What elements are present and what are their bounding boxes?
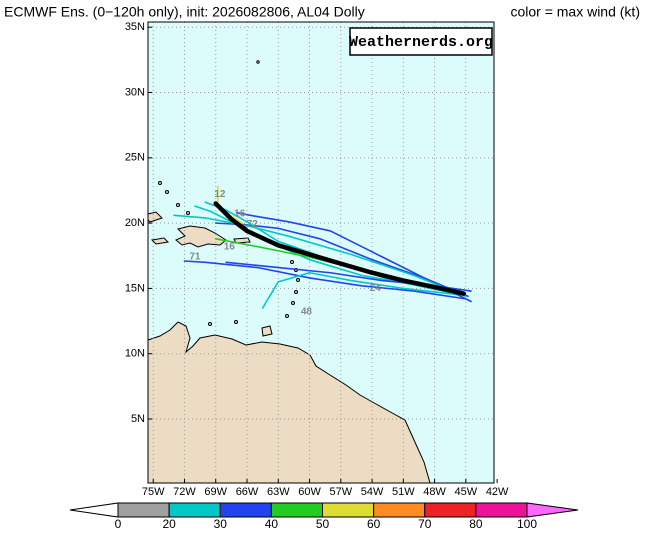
jamaica xyxy=(150,237,170,245)
colorbar-bin xyxy=(168,502,221,518)
lon-tick-label: 69W xyxy=(204,486,227,498)
hour-label: 16 xyxy=(224,241,236,252)
hispaniola xyxy=(175,225,227,248)
colorbar-under xyxy=(69,502,119,518)
island xyxy=(186,211,190,215)
island xyxy=(294,290,298,294)
lat-tick-label: 10N xyxy=(125,348,145,360)
ensemble-track xyxy=(261,271,462,309)
credit: Weathernerds.org xyxy=(349,34,493,51)
colorbar-bin xyxy=(270,502,323,518)
colorbar-bin xyxy=(424,502,477,518)
lat-tick-label: 5N xyxy=(131,413,145,425)
lat-tick-label: 20N xyxy=(125,217,145,229)
lon-tick-label: 57W xyxy=(329,486,352,498)
colorbar-bin xyxy=(373,502,426,518)
lon-tick-label: 60W xyxy=(298,486,321,498)
plot-frame xyxy=(147,21,495,484)
hour-label: 72 xyxy=(247,219,259,230)
legend-title: color = max wind (kt) xyxy=(510,4,640,20)
hour-label: 24 xyxy=(370,283,382,294)
lon-tick-label: 63W xyxy=(267,486,290,498)
trinidad xyxy=(261,325,273,337)
hour-label: 16 xyxy=(234,209,246,220)
island xyxy=(234,320,238,324)
colorbar-label: 70 xyxy=(418,517,432,531)
ensemble-track xyxy=(235,211,472,303)
mean-track xyxy=(213,201,467,296)
lat-tick-label: 30N xyxy=(125,86,145,98)
island xyxy=(296,278,300,282)
colorbar-bin xyxy=(219,502,272,518)
colorbar-label: 30 xyxy=(214,517,228,531)
colorbar-bin xyxy=(475,502,528,518)
island xyxy=(176,203,180,207)
hour-label: 48 xyxy=(301,307,313,318)
island xyxy=(208,322,212,326)
islands xyxy=(158,60,300,326)
south-america xyxy=(147,321,431,484)
island xyxy=(285,314,289,318)
lon-tick-label: 45W xyxy=(455,486,478,498)
lon-tick-label: 54W xyxy=(361,486,384,498)
lon-tick-label: 72W xyxy=(173,486,196,498)
land xyxy=(147,211,431,484)
colorbar-over xyxy=(526,502,579,518)
colorbar-label: 0 xyxy=(115,517,122,531)
colorbar-label: 100 xyxy=(517,517,537,531)
lon-tick-label: 75W xyxy=(142,486,165,498)
colorbar-label: 20 xyxy=(162,517,176,531)
map-title: ECMWF Ens. (0−120h only), init: 20260828… xyxy=(4,4,365,20)
lon-tick-label: 51W xyxy=(392,486,415,498)
lon-tick-label: 48W xyxy=(423,486,446,498)
colorbar-label: 40 xyxy=(265,517,279,531)
colorbar-bin xyxy=(117,502,170,518)
colorbar-label: 60 xyxy=(367,517,381,531)
credit-box xyxy=(349,27,493,56)
hour-label: 12 xyxy=(214,189,226,200)
lat-tick-label: 15N xyxy=(125,282,145,294)
island xyxy=(256,60,260,64)
hour-label: 71 xyxy=(189,252,201,263)
colorbar-bin xyxy=(322,502,375,518)
colorbar-label: 80 xyxy=(469,517,483,531)
colorbar-label: 50 xyxy=(316,517,330,531)
ensemble-track xyxy=(183,260,467,300)
lon-tick-label: 66W xyxy=(236,486,259,498)
ensemble-track xyxy=(173,214,467,298)
island xyxy=(291,301,295,305)
island xyxy=(158,181,162,185)
ensemble-track xyxy=(204,201,457,295)
lat-tick-label: 35N xyxy=(125,21,145,33)
island xyxy=(290,260,294,264)
lat-tick-label: 25N xyxy=(125,152,145,164)
lon-tick-label: 42W xyxy=(486,486,509,498)
island xyxy=(165,190,169,194)
